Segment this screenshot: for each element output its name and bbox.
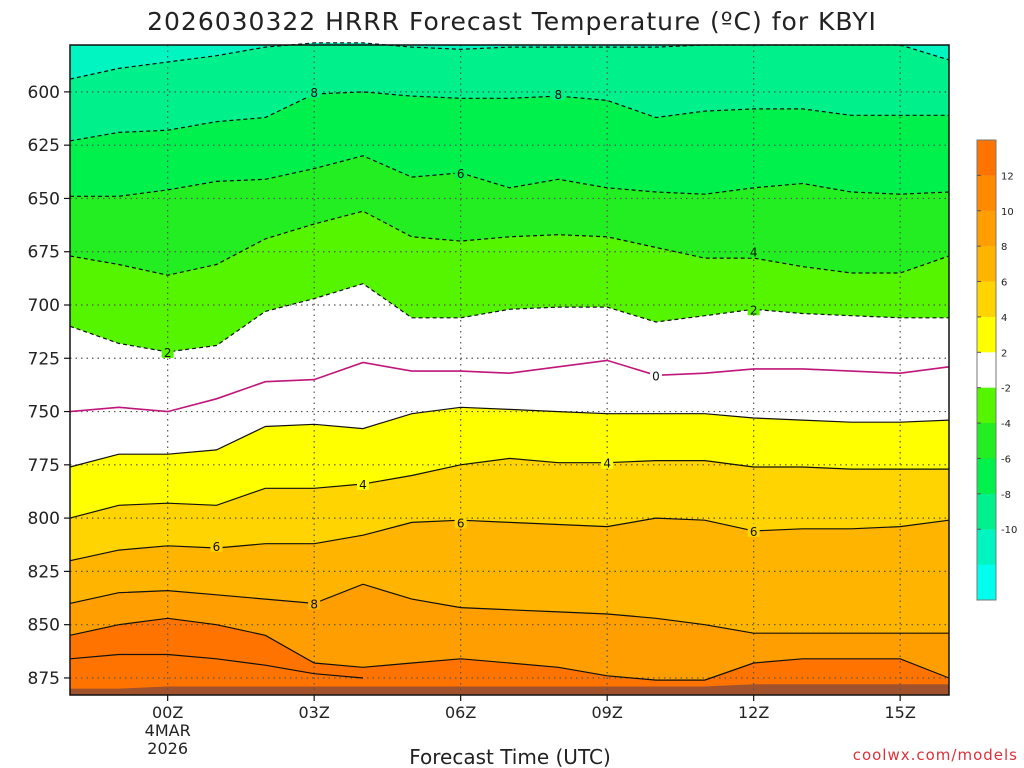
colorbar-tick-label: 10 xyxy=(1001,207,1014,218)
colorbar-tick-label: -8 xyxy=(1001,490,1011,501)
y-tick-label: 650 xyxy=(28,189,60,209)
colorbar-tick-label: -4 xyxy=(1001,419,1011,430)
chart-title: 2026030322 HRRR Forecast Temperature (ºC… xyxy=(147,7,877,36)
contour-label-bg xyxy=(747,523,760,537)
isotherm-line xyxy=(69,583,949,634)
x-tick-label: 00Z xyxy=(152,703,183,722)
x-tick-label: 09Z xyxy=(592,703,623,722)
colorbar-tick-label: 12 xyxy=(1001,171,1014,182)
x-axis-label: Forecast Time (UTC) xyxy=(409,745,611,768)
colorbar-frame xyxy=(976,139,997,601)
colorbar-band xyxy=(977,352,996,389)
y-tick-label: 725 xyxy=(28,349,60,369)
contour-label: 2 xyxy=(750,303,758,317)
colorbar-band xyxy=(977,529,996,566)
y-tick-label: 800 xyxy=(28,509,60,529)
colorbar-band xyxy=(977,458,996,495)
isotherm-line xyxy=(69,283,949,353)
contour-label: 6 xyxy=(457,167,465,181)
isotherm-contours: 8 6 6 6 4 4 0 2 2 4 6 8 8 xyxy=(69,42,950,681)
colorbar-band xyxy=(977,316,996,353)
y-tick-label: 675 xyxy=(28,243,60,263)
x-tick-label: 12Z xyxy=(738,703,769,722)
contour-label-bg xyxy=(210,538,223,552)
isotherm-line xyxy=(70,155,950,197)
fill-band--8 xyxy=(70,45,949,141)
y-tick-label: 625 xyxy=(28,136,60,156)
contour-label-bg xyxy=(308,84,321,98)
isotherm-line xyxy=(69,210,950,276)
colorbar-band xyxy=(977,281,996,318)
contour-label: 2 xyxy=(164,346,172,360)
grid-lines xyxy=(70,45,949,695)
fill-band--10 xyxy=(70,42,949,80)
y-tick-label: 825 xyxy=(28,562,60,582)
fill-band-12-pocket xyxy=(70,654,363,687)
isotherm-line xyxy=(69,406,950,468)
isotherm-line xyxy=(69,359,950,413)
terrain-fill xyxy=(70,684,949,695)
colorbar-band xyxy=(977,210,996,247)
contour-label-bg xyxy=(308,596,321,610)
colorbar-tick-label: -10 xyxy=(1001,525,1017,536)
colorbar-tick-label: -2 xyxy=(1001,384,1011,395)
colorbar-tick-label: 6 xyxy=(1001,278,1007,289)
contour-label: 4 xyxy=(750,246,758,260)
x-tick-label: 06Z xyxy=(445,703,476,722)
contour-label: 6 xyxy=(457,516,465,530)
y-tick-label: 775 xyxy=(28,456,60,476)
contour-label-bg xyxy=(552,87,565,101)
contour-label-bg xyxy=(454,165,467,179)
temperature-fill-bands xyxy=(70,42,949,695)
contour-label-bg xyxy=(357,477,369,491)
colorbar-band xyxy=(977,175,996,212)
x-tick-label: 03Z xyxy=(299,703,330,722)
colorbar-band xyxy=(977,140,996,176)
colorbar-tick-label: 4 xyxy=(1001,313,1007,324)
y-tick-label: 600 xyxy=(28,83,60,103)
colorbar: 12 10 8 6 4 2 -2 -4 -6 -8 -10 xyxy=(976,139,1017,601)
isotherm-line xyxy=(69,91,949,142)
contour-label: 8 xyxy=(555,88,563,102)
isotherm-line xyxy=(69,617,950,681)
contour-label: 8 xyxy=(310,86,318,100)
colorbar-band xyxy=(977,423,996,459)
contour-label-bg xyxy=(161,344,174,358)
plot-frame xyxy=(69,44,950,696)
contour-label-bg xyxy=(747,244,760,258)
colorbar-tick-label: 2 xyxy=(1001,348,1007,359)
y-tick-label: 850 xyxy=(28,616,60,636)
colorbar-tick-label: -6 xyxy=(1001,454,1011,465)
colorbar-band xyxy=(977,493,996,530)
colorbar-tick-label: 8 xyxy=(1001,242,1007,253)
y-tick-label: 750 xyxy=(28,403,60,423)
contour-label-bg xyxy=(454,515,467,529)
x-tick-sublabel: 4MAR xyxy=(145,721,191,740)
contour-label: 0 xyxy=(652,369,660,383)
contour-label: 8 xyxy=(310,597,318,611)
colorbar-band xyxy=(977,564,996,601)
credit-text: coolwx.com/models xyxy=(853,746,1018,764)
isotherm-line xyxy=(69,653,364,679)
contour-label: 6 xyxy=(213,540,221,554)
contour-label: 6 xyxy=(750,525,758,539)
colorbar-band xyxy=(977,246,996,283)
contour-label: 4 xyxy=(603,457,611,471)
contour-label-bg xyxy=(747,302,760,316)
y-tick-label: 700 xyxy=(28,296,60,316)
plot-axes: 60062565067570072575077580082585087500Z4… xyxy=(28,44,950,758)
isotherm-line xyxy=(69,457,949,519)
x-tick-label: 15Z xyxy=(885,703,916,722)
contour-label-bg xyxy=(601,455,614,469)
contour-label: 4 xyxy=(359,478,367,492)
colorbar-band xyxy=(977,387,996,424)
x-tick-sublabel: 2026 xyxy=(147,739,188,758)
contour-label-bg xyxy=(650,368,662,382)
y-tick-label: 875 xyxy=(28,669,60,689)
